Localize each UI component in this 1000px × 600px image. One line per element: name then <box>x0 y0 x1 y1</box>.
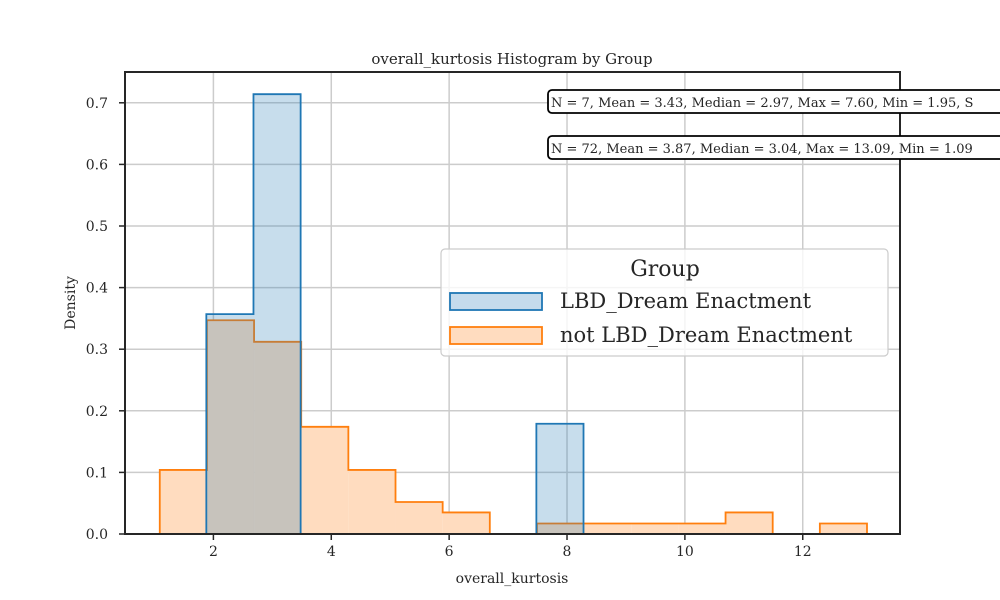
histogram-bar <box>395 501 443 534</box>
histogram-bar <box>206 320 255 534</box>
legend-swatch <box>449 292 543 311</box>
series-outline <box>205 93 585 534</box>
x-tick-label: 4 <box>327 544 336 560</box>
series-outline <box>158 319 868 535</box>
histogram-bar <box>301 426 349 534</box>
histogram-bar <box>819 523 867 534</box>
x-tick-label: 8 <box>563 544 572 560</box>
y-tick-label: 0.3 <box>86 342 108 358</box>
y-tick-label: 0.0 <box>86 527 108 543</box>
histogram-bar <box>584 523 632 534</box>
series-1-group <box>158 319 868 535</box>
y-tick-label: 0.7 <box>86 96 108 112</box>
legend-box <box>440 248 889 357</box>
y-axis-label: Density <box>63 276 79 330</box>
histogram-bar <box>348 469 396 534</box>
chart-title: overall_kurtosis Histogram by Group <box>371 50 652 68</box>
x-tick-label: 12 <box>794 544 812 560</box>
legend-swatch <box>449 326 543 345</box>
stats-annotations: N = 7, Mean = 3.43, Median = 2.97, Max =… <box>547 89 1000 160</box>
axis-ticks: 2 4 6 8 10 12 0.0 0.1 0.2 0.3 0.4 0.5 0.6 0.7 <box>86 96 812 560</box>
x-axis-label: overall_kurtosis <box>456 571 569 587</box>
histogram-bars <box>158 93 868 535</box>
y-tick-label: 0.6 <box>86 157 108 173</box>
x-tick-label: 6 <box>445 544 454 560</box>
stats-box <box>547 135 1000 160</box>
legend-entry-label: LBD_Dream Enactment <box>560 289 812 313</box>
x-tick-label: 2 <box>209 544 218 560</box>
histogram-bar <box>442 512 490 534</box>
y-tick-label: 0.5 <box>86 219 108 235</box>
y-tick-label: 0.2 <box>86 404 108 420</box>
histogram-bar <box>631 523 679 534</box>
y-tick-label: 0.4 <box>86 281 108 297</box>
legend: Group LBD_Dream Enactment not LBD_Dream En… <box>440 248 889 357</box>
stats-box <box>547 89 1000 114</box>
y-tick-label: 0.1 <box>86 465 108 481</box>
histogram-bar <box>253 94 301 535</box>
histogram-bar <box>678 523 726 534</box>
histogram-bar <box>159 469 207 534</box>
plot-frame <box>124 71 901 535</box>
series-0-group <box>205 93 585 535</box>
x-tick-label: 10 <box>676 544 694 560</box>
stats-text: N = 7, Mean = 3.43, Median = 2.97, Max =… <box>551 96 973 111</box>
histogram-bar <box>725 512 773 534</box>
histogram-bar <box>536 423 584 534</box>
histogram-bar <box>536 523 585 534</box>
stats-text: N = 72, Mean = 3.87, Median = 3.04, Max … <box>551 142 973 157</box>
histogram-bar <box>254 341 302 534</box>
legend-entry-label: not LBD_Dream Enactment <box>560 323 853 347</box>
histogram-bar <box>206 314 254 534</box>
legend-title: Group <box>630 257 700 282</box>
